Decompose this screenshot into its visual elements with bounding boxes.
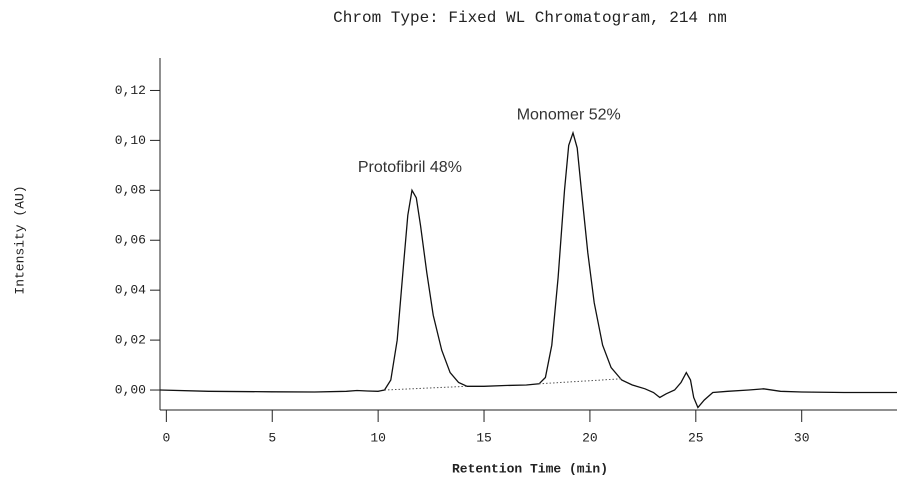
x-tick-label: 10 (370, 430, 386, 445)
y-tick-label: 0,04 (115, 283, 146, 298)
x-tick-label: 15 (476, 430, 492, 445)
integration-baseline (384, 385, 468, 391)
y-tick-label: 0,08 (115, 183, 146, 198)
chromatogram-line (159, 130, 897, 409)
peak-annotation: Monomer 52% (517, 107, 621, 124)
x-tick-label: 30 (794, 430, 810, 445)
y-tick-label: 0,00 (115, 382, 146, 397)
peak-annotation: Protofibril 48% (358, 159, 462, 176)
x-tick-label: 0 (162, 430, 170, 445)
x-axis-label: Retention Time (min) (452, 461, 608, 476)
chart-title: Chrom Type: Fixed WL Chromatogram, 214 n… (333, 9, 727, 27)
y-tick-label: 0,06 (115, 233, 146, 248)
x-tick-label: 5 (268, 430, 276, 445)
x-tick-label: 20 (582, 430, 598, 445)
integration-baseline (539, 378, 622, 385)
x-tick-label: 25 (688, 430, 704, 445)
y-tick-label: 0,02 (115, 333, 146, 348)
y-tick-label: 0,10 (115, 133, 146, 148)
y-axis-label: Intensity (AU) (12, 185, 27, 294)
y-tick-label: 0,12 (115, 83, 146, 98)
